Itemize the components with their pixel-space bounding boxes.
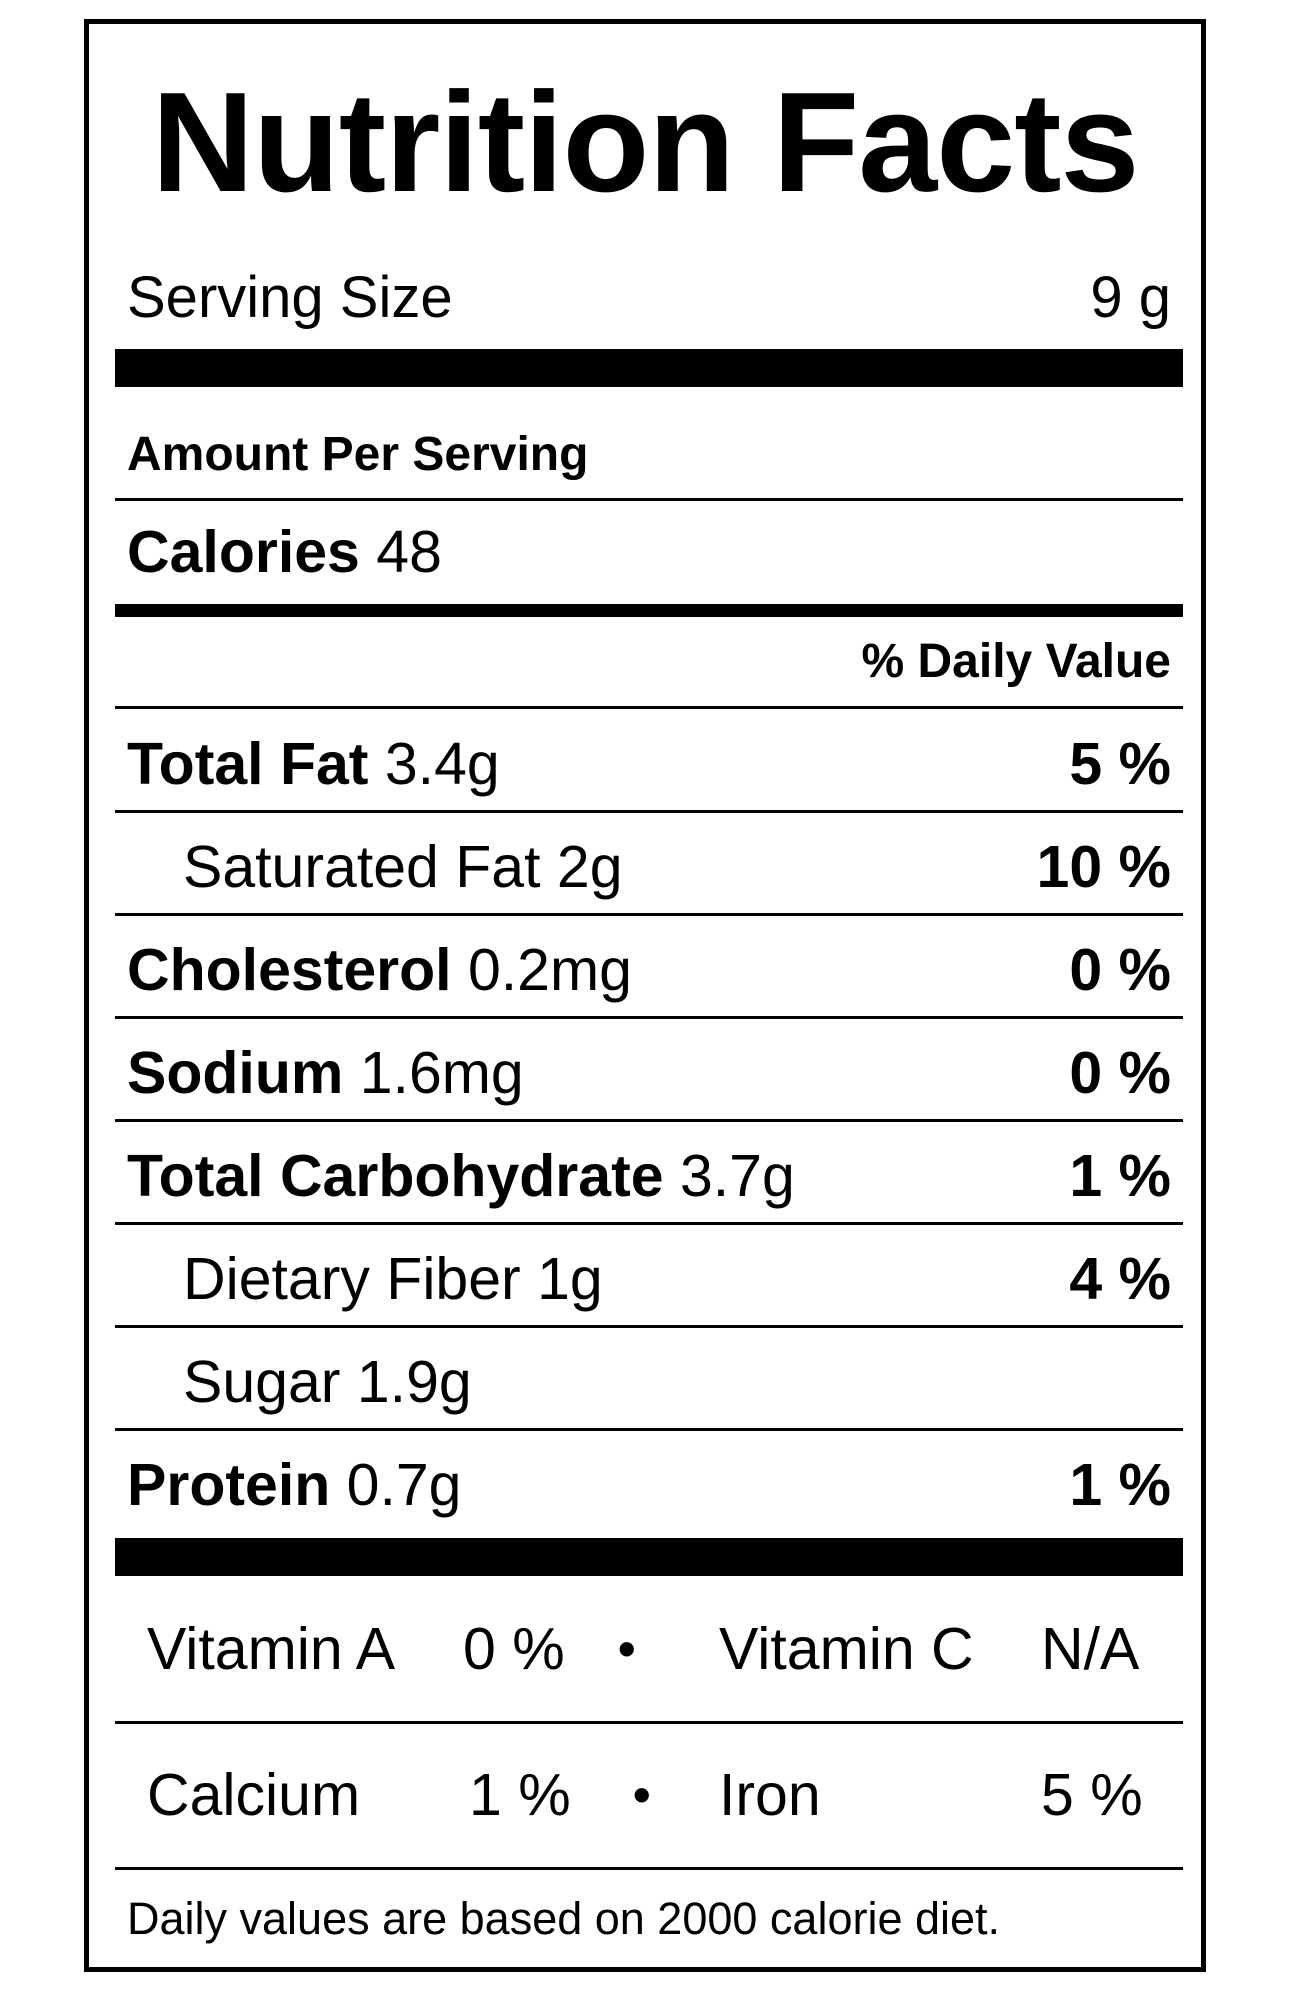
nutrient-daily-value: 4 % [1069, 1245, 1171, 1312]
nutrient-daily-value: 0 % [1069, 936, 1171, 1003]
nutrient-row-total-carbohydrate: Total Carbohydrate 3.7g 1 % [127, 1128, 1171, 1223]
divider [115, 498, 1183, 501]
amount-per-serving-label: Amount Per Serving [127, 427, 589, 481]
nutrient-row-saturated-fat: Saturated Fat 2g 10 % [127, 819, 1171, 914]
nutrient-daily-value: 1 % [1069, 1451, 1171, 1518]
nutrient-label: Total Carbohydrate [127, 1142, 664, 1209]
footnote-row: Daily values are based on 2000 calorie d… [127, 1884, 1171, 1954]
amount-per-serving-row: Amount Per Serving [127, 424, 1171, 484]
calcium-value: 1 % [469, 1762, 571, 1828]
bullet-separator: • [618, 1621, 636, 1677]
daily-value-header-row: % Daily Value [127, 631, 1172, 691]
nutrient-daily-value: 10 % [1036, 833, 1171, 900]
nutrient-amount: 1g [537, 1245, 603, 1312]
divider [115, 1867, 1183, 1870]
vitamin-c-value: N/A [1041, 1616, 1140, 1682]
vitamin-c-label: Vitamin C [719, 1616, 974, 1682]
divider [115, 1325, 1183, 1328]
divider [115, 1016, 1183, 1019]
iron-label: Iron [719, 1762, 821, 1828]
divider [115, 913, 1183, 916]
iron-value: 5 % [1041, 1762, 1143, 1828]
nutrient-label: Dietary Fiber [183, 1245, 521, 1312]
serving-size-label: Serving Size [127, 264, 453, 330]
thick-divider-top [115, 349, 1183, 387]
nutrient-label: Protein [127, 1451, 331, 1518]
serving-size-row: Serving Size 9 g [127, 262, 1171, 332]
nutrient-row-cholesterol: Cholesterol 0.2mg 0 % [127, 922, 1171, 1017]
nutrient-label: Sugar [183, 1348, 341, 1415]
calcium-label: Calcium [147, 1762, 361, 1828]
nutrient-row-sugar: Sugar 1.9g [127, 1334, 1171, 1429]
nutrition-facts-label: Nutrition Facts Serving Size 9 g Amount … [84, 19, 1206, 1972]
divider [115, 1428, 1183, 1431]
label-title: Nutrition Facts [151, 63, 1140, 222]
nutrient-amount: 1.6mg [359, 1039, 524, 1106]
divider [115, 1222, 1183, 1225]
nutrient-daily-value: 5 % [1069, 730, 1171, 797]
vitamin-a-label: Vitamin A [147, 1616, 396, 1682]
nutrient-label: Sodium [127, 1039, 344, 1106]
nutrient-amount: 0.2mg [467, 936, 632, 1003]
divider [115, 1721, 1183, 1724]
nutrient-row-dietary-fiber: Dietary Fiber 1g 4 % [127, 1231, 1171, 1326]
calories-value: 48 [376, 519, 442, 585]
serving-size-value: 9 g [1090, 264, 1171, 330]
divider [115, 706, 1183, 709]
nutrient-amount: 3.7g [679, 1142, 795, 1209]
divider [115, 810, 1183, 813]
daily-value-header: % Daily Value [861, 634, 1172, 688]
nutrient-daily-value: 1 % [1069, 1142, 1171, 1209]
nutrient-row-sodium: Sodium 1.6mg 0 % [127, 1025, 1171, 1120]
bullet-separator: • [633, 1767, 651, 1823]
nutrient-amount: 2g [556, 833, 623, 900]
label-body: Serving Size 9 g Amount Per Serving Calo… [115, 24, 1183, 1967]
calories-label: Calories [127, 519, 360, 585]
vitamin-a-value: 0 % [463, 1616, 565, 1682]
divider [115, 1119, 1183, 1122]
nutrient-label: Cholesterol [127, 936, 452, 1003]
nutrient-label: Total Fat [127, 730, 369, 797]
nutrient-row-protein: Protein 0.7g 1 % [127, 1437, 1171, 1532]
nutrient-amount: 1.9g [356, 1348, 472, 1415]
nutrient-amount: 0.7g [346, 1451, 462, 1518]
nutrient-label: Saturated Fat [183, 833, 541, 900]
medium-divider [115, 604, 1183, 617]
nutrient-amount: 3.4g [384, 730, 500, 797]
footnote: Daily values are based on 2000 calorie d… [127, 1893, 1001, 1944]
thick-divider-bottom [115, 1538, 1183, 1576]
nutrient-row-total-fat: Total Fat 3.4g 5 % [127, 716, 1171, 811]
nutrient-daily-value: 0 % [1069, 1039, 1171, 1106]
calories-row: Calories 48 [127, 512, 1171, 592]
